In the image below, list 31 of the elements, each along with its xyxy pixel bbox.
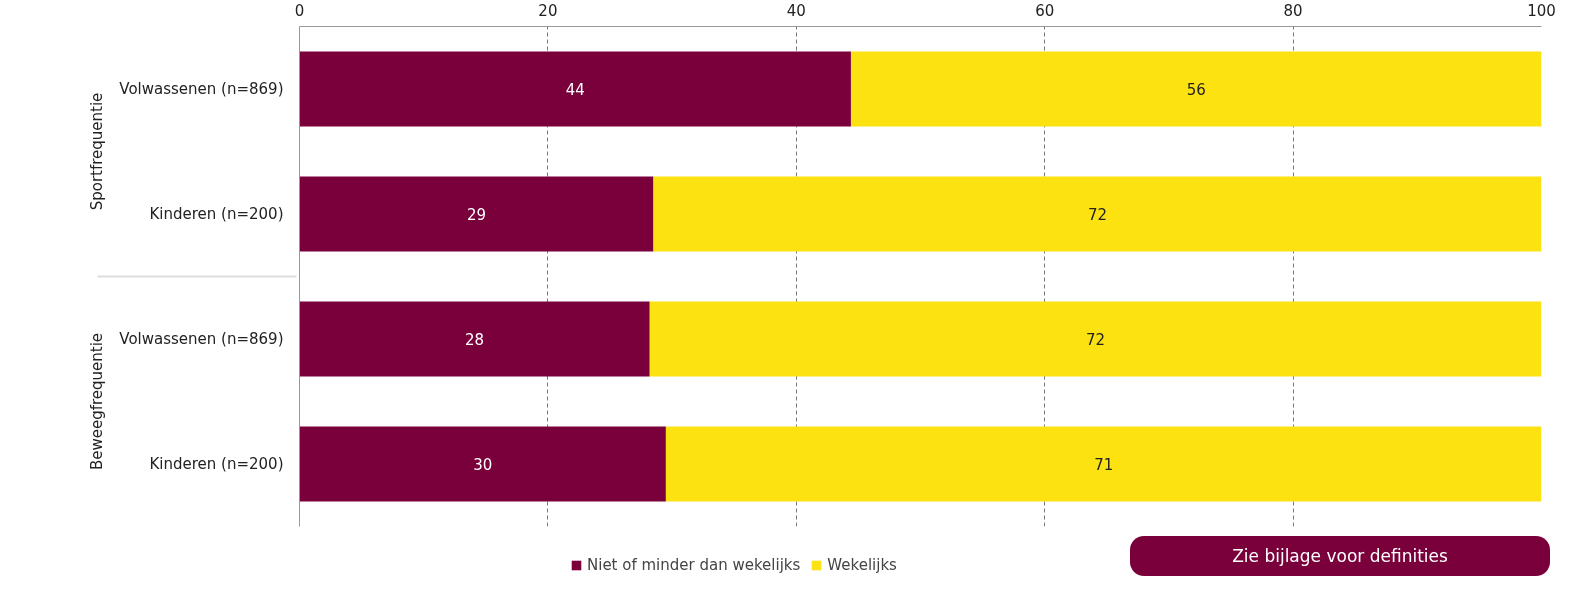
data-label: 56 (1186, 81, 1206, 99)
bar (299, 51, 851, 127)
bar (653, 176, 1542, 252)
bar (299, 301, 650, 377)
text: Zie bijlage voor definities (1232, 544, 1448, 568)
bar (649, 301, 1542, 377)
bar (850, 51, 1542, 127)
y-tick-label: Kinderen (n=200) (149, 455, 284, 473)
x-tick-label: 80 (1283, 1, 1303, 20)
data-label: 30 (473, 456, 493, 474)
text: Beweegfrequentie (88, 332, 107, 471)
data-label: 44 (565, 81, 585, 99)
data-label: 29 (466, 206, 487, 224)
bar (299, 426, 666, 502)
x-tick-label: 0 (294, 1, 305, 20)
bar (299, 176, 654, 252)
x-tick-label: 20 (538, 1, 558, 20)
text: Sportfrequentie (88, 92, 107, 211)
bar (665, 426, 1542, 502)
y-tick-label: Volwassenen (n=869) (119, 330, 284, 348)
data-label: 72 (1086, 331, 1106, 349)
y-tick-label: Kinderen (n=200) (149, 205, 284, 223)
y-tick-label: Volwassenen (n=869) (119, 80, 284, 98)
data-label: 28 (465, 331, 485, 349)
x-tick-label: 100 (1527, 1, 1556, 20)
legend-label: Wekelijks (827, 556, 897, 574)
data-label: 72 (1087, 206, 1108, 224)
legend-label: Niet of minder dan wekelijks (587, 556, 801, 574)
x-tick-label: 60 (1035, 1, 1055, 20)
x-tick-label: 40 (786, 1, 806, 20)
data-label: 71 (1094, 456, 1114, 474)
